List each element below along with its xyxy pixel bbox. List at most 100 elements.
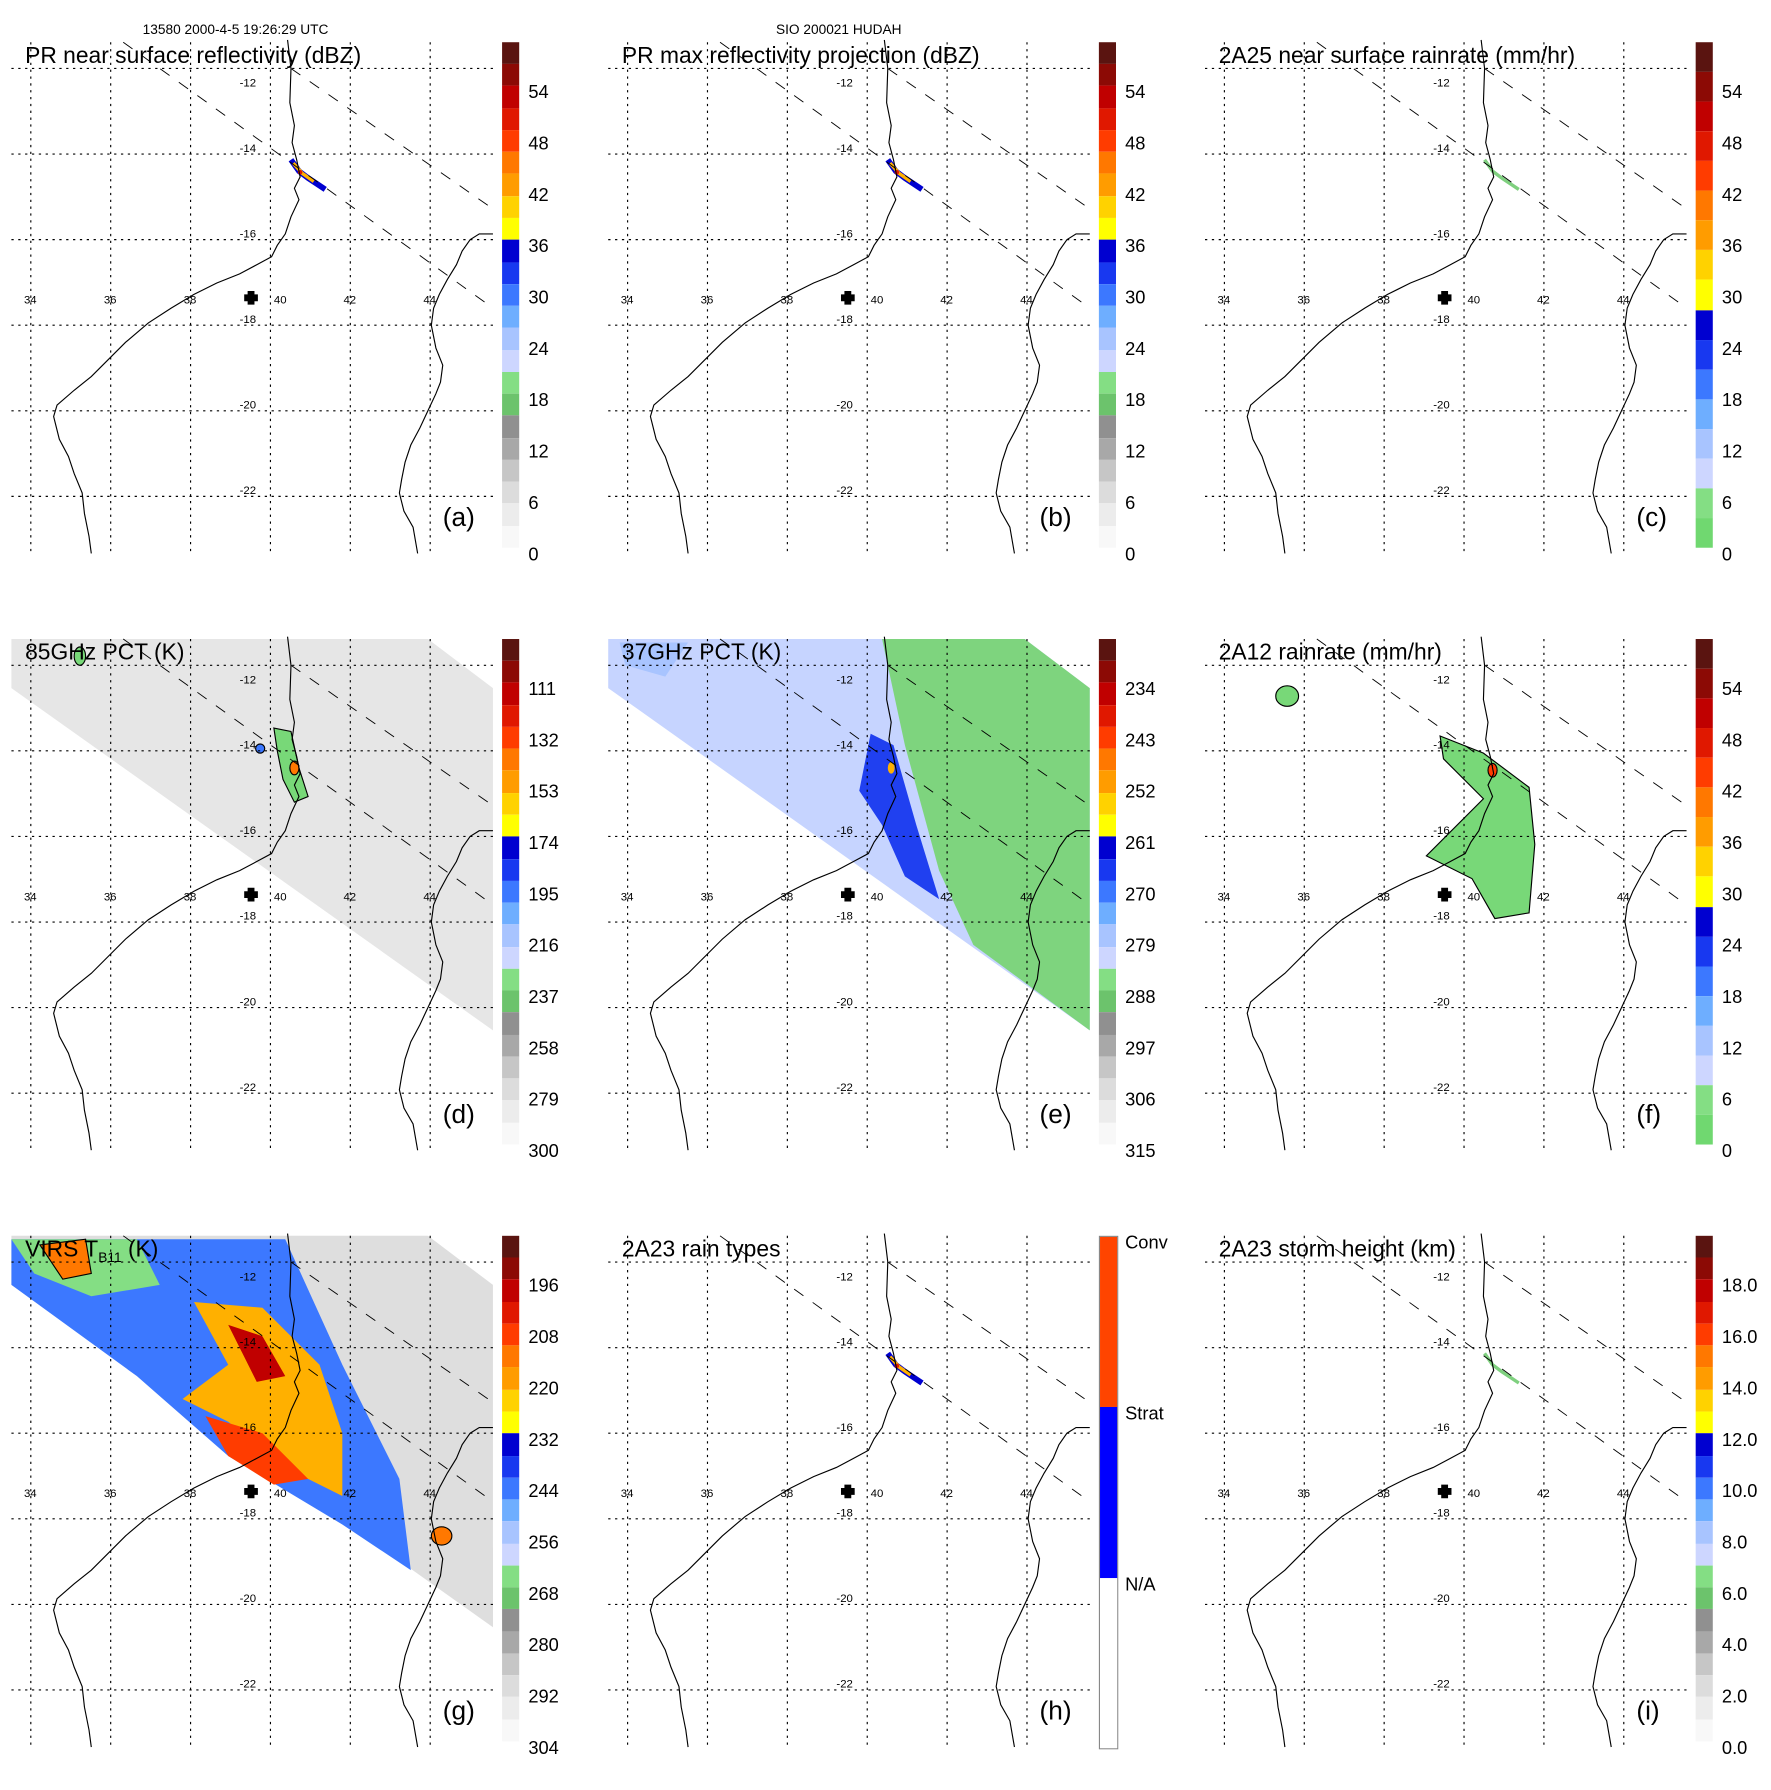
lat-label: -18 xyxy=(1433,911,1450,923)
colorbar-label: 132 xyxy=(528,731,559,751)
colorbar-label: 48 xyxy=(528,134,549,155)
colorbar-bin xyxy=(1695,1085,1713,1115)
panel-b: 34 36 38 40 42 44 -12 -14 -16 -18 -20 -22 PR max ref… xyxy=(597,0,1194,597)
colorbar-bin xyxy=(1695,995,1713,1026)
lat-label: -18 xyxy=(240,911,257,923)
lon-label: 38 xyxy=(184,891,197,903)
colorbar-label: 24 xyxy=(1125,340,1146,360)
lat-label: -14 xyxy=(836,740,853,752)
lat-label: -20 xyxy=(240,1593,257,1605)
pr-swath-edge xyxy=(290,664,494,806)
lon-label: 38 xyxy=(184,1488,197,1500)
colorbar-bin xyxy=(1098,503,1116,526)
lon-label: 42 xyxy=(1537,295,1550,307)
colorbar-bin xyxy=(502,814,520,837)
lat-label: -18 xyxy=(240,1508,257,1520)
colorbar-bin xyxy=(1695,42,1713,72)
colorbar-label: 54 xyxy=(1125,83,1146,103)
colorbar-bin xyxy=(502,924,520,947)
coastline-africa xyxy=(1246,1233,1495,1748)
colorbar-label: 42 xyxy=(1721,185,1743,206)
colorbar-bin xyxy=(1695,1565,1713,1588)
colorbar-label: 270 xyxy=(1125,885,1156,905)
coastline-madagascar xyxy=(1592,233,1687,554)
colorbar-bin xyxy=(502,108,520,131)
coastline-africa xyxy=(53,39,301,554)
coldest-cloud xyxy=(228,1324,286,1382)
colorbar-bin xyxy=(1695,280,1713,310)
panel-title-text: PR max reflectivity projection (dBZ) xyxy=(621,43,980,69)
lon-label: 40 xyxy=(871,295,884,307)
panel-title-subscript: B11 xyxy=(98,1249,122,1266)
colorbar-label: 6.0 xyxy=(1721,1584,1748,1605)
swath-patch xyxy=(619,642,689,677)
colorbar-label: 243 xyxy=(1125,731,1156,751)
colorbar-label: 297 xyxy=(1125,1039,1156,1059)
pr-swath-edge xyxy=(719,41,1091,309)
lon-label: 38 xyxy=(781,1488,794,1500)
pr-swath-edge xyxy=(719,1235,1091,1503)
lon-label: 42 xyxy=(343,1488,356,1500)
lat-label: -20 xyxy=(240,996,257,1008)
colorbar-bin xyxy=(1695,71,1713,102)
colorbar-bin xyxy=(1098,1078,1116,1101)
colorbar-label: 288 xyxy=(1125,988,1156,1008)
colorbar-bin xyxy=(1695,1235,1713,1258)
colorbar-bin xyxy=(1695,668,1713,699)
lon-label: 36 xyxy=(1297,295,1310,307)
colorbar-bin xyxy=(1098,946,1116,969)
colorbar-bin xyxy=(1098,437,1116,460)
colorbar-label: Conv xyxy=(1125,1233,1168,1253)
colorbar-bin xyxy=(1098,349,1116,372)
lat-label: -12 xyxy=(836,78,853,90)
colorbar-bin xyxy=(502,682,520,705)
colorbar-bin xyxy=(1098,152,1116,174)
panel-title: PR max reflectivity projection (dBZ) xyxy=(622,43,980,68)
lat-label: -22 xyxy=(836,1679,853,1691)
pr-swath-edge xyxy=(887,68,1091,210)
colorbar-bin xyxy=(1098,682,1116,705)
colorbar-bin xyxy=(502,770,520,793)
colorbar-label: 16.0 xyxy=(1721,1328,1758,1348)
lat-label: -20 xyxy=(836,400,853,412)
cold-cloud xyxy=(182,1301,343,1496)
colorbar-bin xyxy=(1098,704,1116,727)
cross-icon xyxy=(1437,290,1452,305)
lon-label: 44 xyxy=(1617,891,1630,903)
colorbar-bin xyxy=(1100,1577,1118,1749)
colorbar-label: 208 xyxy=(528,1328,559,1348)
panel-g: 34 36 38 40 42 44 -12 -14 -16 -18 -20 -22 VIRS TB11 … xyxy=(0,1194,597,1790)
lat-label: -16 xyxy=(1433,825,1450,837)
colorbar-bin xyxy=(1695,1543,1713,1566)
panel-title-text: PR near surface reflectivity (dBZ) xyxy=(25,43,362,69)
colorbar-bin xyxy=(1695,1279,1713,1302)
colorbar-bin xyxy=(502,1301,520,1324)
lat-label: -20 xyxy=(1433,996,1450,1008)
colorbar-label: 30 xyxy=(1721,288,1743,309)
colorbar-bin xyxy=(1098,814,1116,837)
colorbar-label: 292 xyxy=(528,1687,559,1708)
panel-title: 2A25 near surface rainrate (mm/hr) xyxy=(1219,43,1575,68)
colorbar-label: 8.0 xyxy=(1721,1533,1748,1554)
colorbar-bin xyxy=(502,1323,520,1346)
colorbar-label: 36 xyxy=(1721,237,1743,257)
lon-label: 42 xyxy=(1537,891,1550,903)
colorbar-label: 6 xyxy=(528,494,539,514)
colorbar-bin xyxy=(1098,415,1116,438)
panel-title: 2A23 rain types xyxy=(622,1237,781,1262)
colorbar-label: 12 xyxy=(1125,442,1146,463)
panel-title: 2A12 rainrate (mm/hr) xyxy=(1219,640,1442,665)
coastline-africa xyxy=(649,1233,898,1748)
lon-label: 34 xyxy=(24,295,37,307)
map: 34 36 38 40 42 44 -12 -14 -16 -18 -20 -22 xyxy=(1205,636,1687,1151)
cross-icon xyxy=(244,290,258,305)
pr-swath-edge xyxy=(1484,68,1687,210)
lon-label: 34 xyxy=(24,1488,37,1500)
lon-label: 40 xyxy=(1467,1488,1480,1500)
colorbar-bin xyxy=(502,327,520,350)
swath xyxy=(11,639,493,1031)
lat-label: -18 xyxy=(1433,314,1450,326)
colorbar-label: 18 xyxy=(1721,391,1743,411)
colorbar-bin xyxy=(1695,339,1713,370)
coastline-madagascar xyxy=(1592,1426,1687,1748)
